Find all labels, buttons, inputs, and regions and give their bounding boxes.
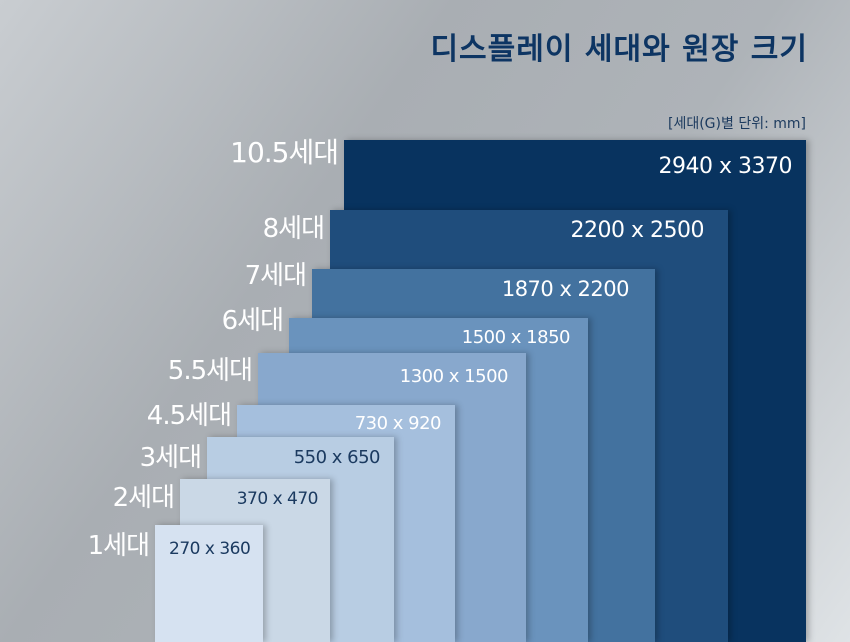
generation-label: 4.5세대 xyxy=(146,401,232,432)
unit-note: [세대(G)별 단위: mm] xyxy=(668,116,806,132)
generation-label: 3세대 xyxy=(139,443,202,474)
size-label: 1500 x 1850 xyxy=(461,327,571,348)
generation-label: 7세대 xyxy=(244,261,307,292)
size-label: 2200 x 2500 xyxy=(570,218,705,243)
size-label: 550 x 650 xyxy=(293,447,381,468)
size-label: 1300 x 1500 xyxy=(399,366,509,387)
generation-label: 6세대 xyxy=(221,306,284,337)
generation-label: 2세대 xyxy=(112,483,175,514)
size-label: 730 x 920 xyxy=(354,413,442,434)
size-label: 1870 x 2200 xyxy=(501,277,630,301)
generation-rect: 270 x 360 xyxy=(155,525,263,642)
size-label: 270 x 360 xyxy=(169,539,251,559)
generation-label: 10.5세대 xyxy=(230,136,339,170)
generation-label: 8세대 xyxy=(262,214,325,245)
size-label: 2940 x 3370 xyxy=(658,154,793,179)
page-title: 디스플레이 세대와 원장 크기 xyxy=(430,32,808,67)
generation-label: 1세대 xyxy=(87,531,150,562)
generation-label: 5.5세대 xyxy=(167,356,253,387)
size-label: 370 x 470 xyxy=(236,489,319,509)
